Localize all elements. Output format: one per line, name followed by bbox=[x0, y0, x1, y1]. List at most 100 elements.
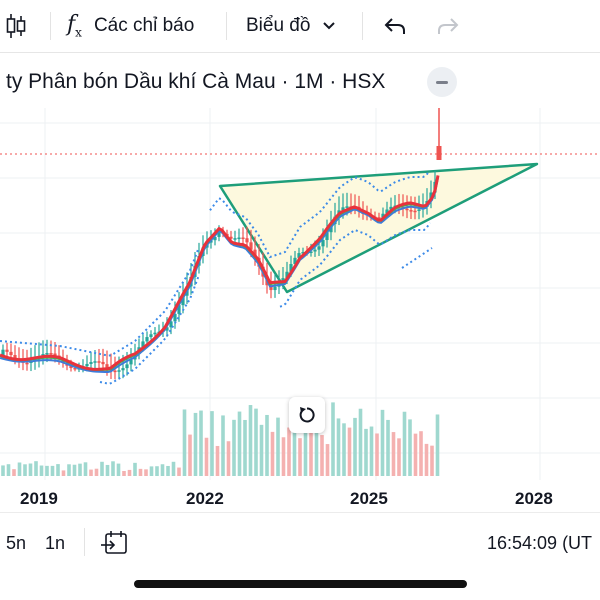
symbol-title-bar: ty Phân bón Dầu khí Cà Mau · 1M · HSX bbox=[0, 60, 600, 106]
volume-bar bbox=[17, 462, 22, 476]
candle-body bbox=[381, 213, 385, 218]
clock-label: 16:54:09 (UT bbox=[487, 533, 593, 553]
volume-bar bbox=[204, 437, 209, 476]
candle-body bbox=[229, 236, 233, 239]
indicators-button[interactable]: fx Các chỉ báo bbox=[67, 0, 194, 52]
volume-bar bbox=[320, 435, 324, 476]
volume-bar bbox=[12, 469, 16, 476]
chart-type-label: Biểu đồ bbox=[246, 15, 311, 36]
candle-body bbox=[436, 146, 442, 160]
candle-body bbox=[105, 364, 109, 368]
volume-bar bbox=[138, 468, 143, 476]
time-axis-label: 2019 bbox=[20, 489, 58, 508]
collapse-legend-button[interactable] bbox=[427, 67, 457, 97]
volume-bar bbox=[199, 410, 203, 476]
volume-bar bbox=[122, 470, 126, 476]
volume-bar bbox=[353, 417, 357, 476]
volume-bar bbox=[127, 469, 132, 476]
volume-bar bbox=[221, 415, 225, 476]
volume-bar bbox=[413, 433, 418, 476]
candle-body bbox=[237, 237, 241, 240]
undo-icon[interactable] bbox=[383, 0, 407, 52]
candle-body bbox=[377, 217, 381, 219]
chart-toolbar: fx Các chỉ báo Biểu đồ bbox=[0, 0, 600, 53]
candle-body bbox=[317, 246, 321, 250]
candle-body bbox=[249, 242, 253, 250]
candle-body bbox=[73, 368, 77, 370]
dotted-band bbox=[279, 222, 431, 308]
candle-body bbox=[285, 271, 289, 279]
volume-bar bbox=[309, 427, 313, 476]
candle-body bbox=[341, 207, 345, 211]
volume-bar bbox=[375, 433, 379, 476]
volume-bar bbox=[369, 426, 374, 476]
symbol-title[interactable]: ty Phân bón Dầu khí Cà Mau · 1M · HSX bbox=[6, 70, 386, 93]
home-indicator bbox=[134, 580, 467, 588]
candle-body bbox=[313, 249, 317, 252]
volume-bar bbox=[364, 428, 368, 476]
candle-body bbox=[245, 238, 249, 243]
candle-body bbox=[45, 353, 49, 355]
reset-chart-button[interactable] bbox=[289, 397, 325, 433]
volume-bar bbox=[380, 409, 385, 476]
bottom-divider bbox=[84, 528, 85, 556]
candle-body bbox=[85, 363, 89, 367]
candle-body bbox=[233, 238, 237, 240]
candle-body bbox=[241, 237, 245, 240]
candle-body bbox=[293, 257, 297, 265]
candle-body bbox=[141, 341, 145, 348]
candle-body bbox=[297, 253, 301, 258]
volume-bar bbox=[50, 465, 55, 476]
redo-icon[interactable] bbox=[436, 0, 460, 52]
candles-icon[interactable] bbox=[5, 0, 27, 52]
candle-body bbox=[53, 353, 57, 356]
candle-body bbox=[101, 361, 105, 365]
volume-bar bbox=[116, 463, 121, 476]
candle-body bbox=[121, 368, 125, 371]
volume-bar bbox=[287, 427, 291, 476]
volume-bar bbox=[210, 411, 214, 476]
volume-bar bbox=[193, 412, 198, 476]
chart-type-button[interactable]: Biểu đồ bbox=[246, 0, 336, 52]
volume-bar bbox=[325, 444, 330, 476]
volume-bar bbox=[160, 464, 165, 476]
volume-bar bbox=[100, 461, 104, 476]
candle-body bbox=[405, 208, 409, 211]
volume-bar bbox=[133, 462, 137, 476]
volume-bar bbox=[39, 465, 44, 476]
volume-bar bbox=[144, 469, 148, 476]
volume-bar bbox=[226, 441, 231, 476]
candle-body bbox=[181, 295, 185, 306]
volume-bar bbox=[402, 411, 407, 476]
volume-bar bbox=[303, 411, 308, 476]
candle-body bbox=[269, 285, 273, 291]
candle-body bbox=[413, 210, 417, 213]
volume-bar bbox=[34, 461, 38, 476]
volume-bar bbox=[171, 461, 176, 476]
volume-bar bbox=[182, 409, 187, 476]
volume-bar bbox=[105, 464, 110, 476]
volume-bar bbox=[298, 438, 302, 476]
go-to-date-icon[interactable] bbox=[100, 530, 128, 561]
price-chart[interactable] bbox=[0, 108, 600, 480]
volume-bar bbox=[237, 411, 242, 476]
range-1y-button[interactable]: 1n bbox=[45, 533, 66, 553]
candle-body bbox=[321, 240, 325, 247]
candle-body bbox=[389, 206, 393, 210]
rotate-icon bbox=[299, 407, 315, 423]
dotted-band bbox=[209, 170, 430, 259]
chevron-down-icon bbox=[323, 22, 336, 30]
volume-bar bbox=[243, 419, 247, 476]
volume-bar bbox=[166, 465, 170, 476]
volume-bar bbox=[78, 463, 82, 476]
range-5y-button[interactable]: 5n bbox=[6, 533, 27, 553]
candle-body bbox=[113, 370, 117, 373]
candle-body bbox=[13, 355, 17, 359]
volume-bar bbox=[177, 467, 181, 476]
candle-body bbox=[173, 313, 177, 322]
candle-body bbox=[417, 209, 421, 211]
dotted-band bbox=[0, 249, 199, 357]
candle-body bbox=[69, 365, 73, 369]
candle-body bbox=[325, 232, 329, 241]
ma-line-red bbox=[0, 175, 440, 371]
